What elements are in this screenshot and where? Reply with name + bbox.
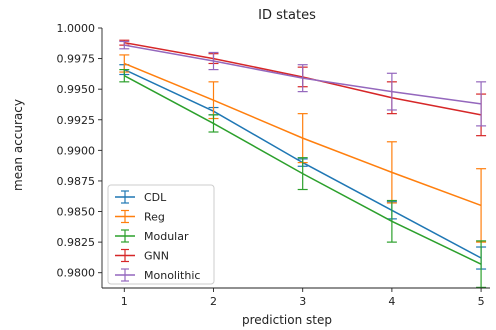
legend-label: Reg: [144, 211, 165, 224]
series-modular: [119, 68, 487, 288]
y-tick-label: 0.9850: [57, 206, 96, 219]
legend-item: CDL: [115, 190, 167, 204]
legend-frame: [107, 184, 215, 285]
y-tick-label: 0.9900: [57, 144, 96, 157]
x-axis-label: prediction step: [242, 313, 332, 327]
x-tick-label: 4: [388, 295, 395, 308]
legend-item: GNN: [115, 248, 169, 263]
series-monolithic: [119, 40, 487, 127]
legend-item: Reg: [115, 209, 165, 224]
axes: 0.9800 0.9825 0.9850 0.9875 0.9900 0.9925 0.99…: [57, 22, 490, 308]
legend: CDL Reg Modular GNN Monolithic: [107, 184, 215, 285]
y-tick-label: 0.9925: [57, 114, 96, 127]
y-tick-label: 1.0000: [57, 22, 96, 35]
y-tick-label: 0.9875: [57, 175, 96, 188]
legend-label: Monolithic: [144, 269, 200, 282]
y-tick-label: 0.9950: [57, 83, 96, 96]
legend-item: Monolithic: [115, 268, 200, 282]
y-axis-label: mean accuracy: [11, 99, 25, 191]
y-tick-label: 0.9975: [57, 53, 96, 66]
chart-title: ID states: [258, 8, 316, 23]
legend-label: GNN: [144, 250, 169, 263]
legend-item: Modular: [115, 229, 189, 243]
x-tick-label: 3: [299, 295, 306, 308]
x-tick-label: 1: [121, 295, 128, 308]
plot-area: [119, 39, 487, 288]
legend-label: Modular: [144, 230, 189, 243]
x-tick-label: 2: [210, 295, 217, 308]
y-tick-label: 0.9800: [57, 267, 96, 280]
legend-label: CDL: [144, 191, 167, 204]
y-tick-label: 0.9825: [57, 236, 96, 249]
x-tick-label: 5: [478, 295, 485, 308]
series-reg: [119, 54, 487, 243]
